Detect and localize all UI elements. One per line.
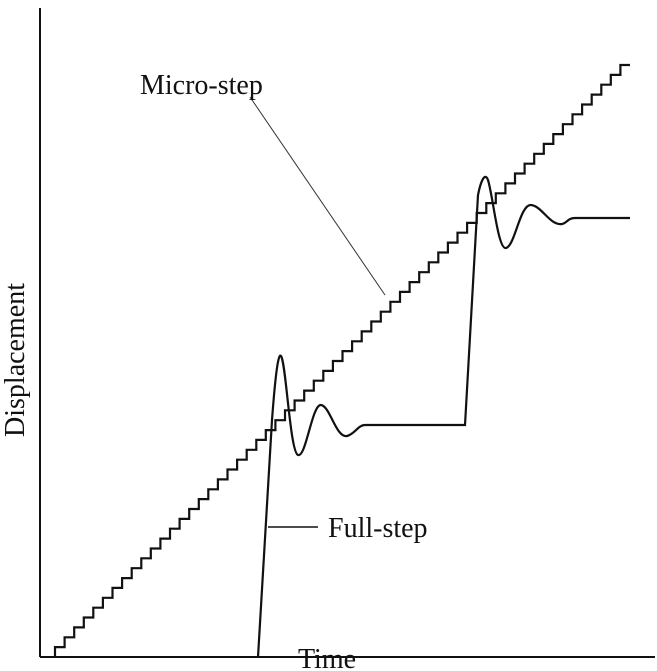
full-step-label: Full-step [328, 513, 428, 544]
micro-step-leader [249, 96, 386, 296]
micro-step-label: Micro-step [140, 70, 263, 101]
x-axis-label: Time [298, 644, 356, 671]
micro-step-curve [53, 63, 630, 657]
y-axis-label: Displacement [0, 283, 31, 437]
full-step-curve [256, 175, 630, 658]
